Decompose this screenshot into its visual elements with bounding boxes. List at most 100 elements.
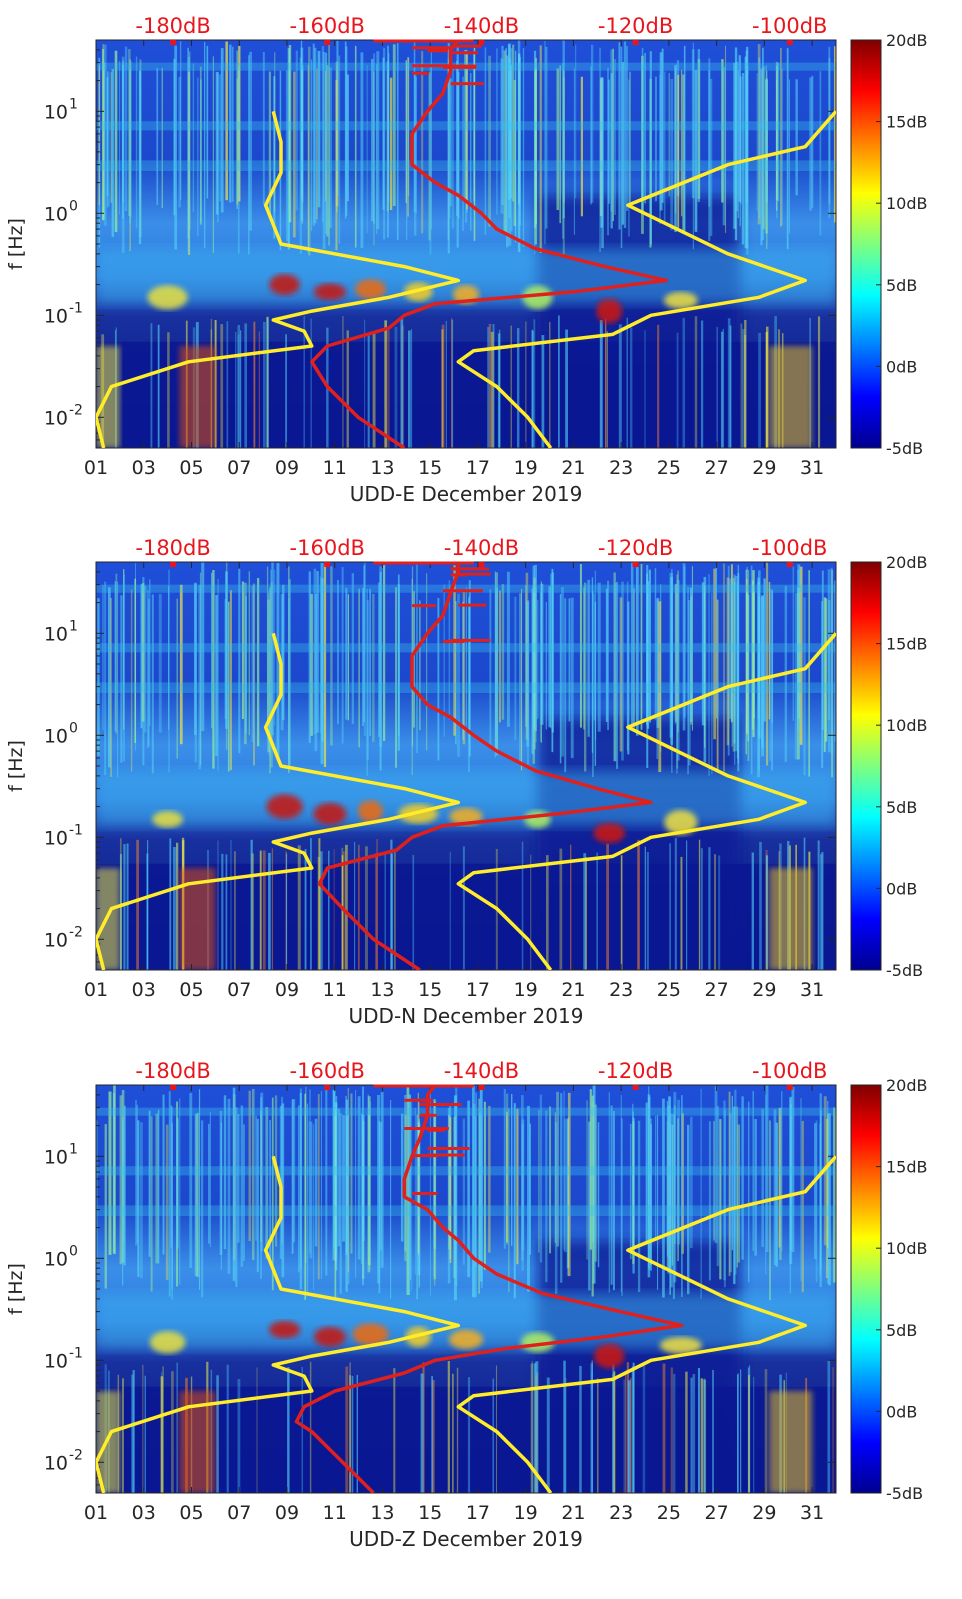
colorbar-tick-label: 15dB [886,1158,928,1177]
colorbar-tick-label: 0dB [886,879,917,898]
transient-streak [456,45,459,248]
transient-streak [610,1105,613,1285]
transient-streak [592,590,594,778]
low-freq-streak [596,852,598,970]
transient-streak [632,588,636,729]
low-freq-streak [131,1374,134,1493]
transient-streak [714,1086,718,1243]
x-tick-label: 25 [657,1502,681,1524]
transient-streak [794,593,798,760]
transient-streak [249,51,253,231]
colorbar-tick-label: 20dB [886,553,928,572]
transient-streak [510,48,513,232]
low-freq-streak [765,854,768,970]
transient-streak [625,46,629,211]
low-freq-streak [451,318,453,448]
low-freq-streak [612,1374,615,1493]
x-tick-label: 15 [418,1502,442,1524]
transient-streak [130,589,133,772]
transient-streak [809,77,813,211]
low-freq-streak [136,839,139,970]
low-freq-streak [530,854,532,970]
median-psd-curve [317,562,653,970]
transient-streak [708,70,711,241]
transient-streak [288,566,290,774]
transient-streak [677,570,679,733]
transient-streak [291,1099,294,1254]
transient-streak [697,59,701,199]
low-freq-streak [235,331,237,448]
transient-streak [778,1108,781,1248]
y-tick-exponent: 1 [69,96,78,112]
transient-streak [792,566,794,721]
x-tick-label: 31 [800,1502,824,1524]
transient-streak [379,572,382,771]
transient-streak [563,1090,565,1250]
transient-streak [671,568,673,773]
low-freq-streak [646,852,649,970]
transient-streak [209,1111,211,1247]
transient-streak [828,46,831,218]
transient-streak [534,564,537,732]
low-freq-streak [372,332,376,448]
transient-streak [799,576,801,725]
transient-streak [761,596,764,748]
transient-streak [223,1095,227,1250]
transient-streak [104,581,107,776]
transient-streak [583,587,585,730]
transient-streak [593,593,595,721]
top-db-tick-mark [324,40,331,45]
low-freq-streak [492,1378,495,1493]
low-freq-streak [764,1369,768,1493]
low-freq-streak [729,325,732,448]
transient-streak [509,64,513,199]
low-freq-streak [285,334,288,448]
low-freq-streak [319,851,323,970]
low-freq-streak [144,1375,146,1493]
transient-streak [824,598,828,742]
transient-streak [338,55,341,244]
microseism-peak [596,298,623,324]
low-freq-streak [490,331,494,448]
transient-streak [777,62,780,202]
transient-streak [605,588,608,722]
transient-streak [464,68,468,223]
x-tick-label: 29 [752,457,776,479]
transient-streak [573,68,576,235]
top-db-tick-mark [632,562,639,567]
transient-streak [325,1089,328,1276]
low-freq-streak [613,1371,616,1493]
transient-streak [640,563,643,730]
transient-streak [106,71,109,209]
transient-streak [224,599,227,720]
transient-streak [563,1118,567,1253]
microseism-peak [313,802,347,825]
transient-streak [752,1091,754,1251]
transient-streak [373,71,375,246]
transient-streak [328,42,330,246]
low-freq-streak [225,854,228,970]
transient-streak [729,1113,732,1273]
low-freq-streak [630,1378,632,1493]
x-tick-label: 19 [514,1502,538,1524]
transient-streak [248,1090,251,1242]
transient-streak [677,74,680,230]
transient-streak [469,73,472,231]
transient-streak [588,1121,591,1291]
transient-streak [316,571,319,733]
transient-streak [227,1098,231,1274]
transient-streak [545,46,548,229]
transient-streak [675,583,677,722]
transient-streak [179,41,182,201]
transient-streak [123,1105,126,1266]
transient-streak [392,44,396,206]
colorbar-tick-label: 5dB [886,276,917,295]
transient-streak [545,601,547,730]
transient-streak [411,1100,413,1291]
transient-streak [780,1091,783,1252]
transient-streak [165,1124,169,1280]
low-freq-streak [142,1364,144,1493]
transient-streak [98,57,101,248]
